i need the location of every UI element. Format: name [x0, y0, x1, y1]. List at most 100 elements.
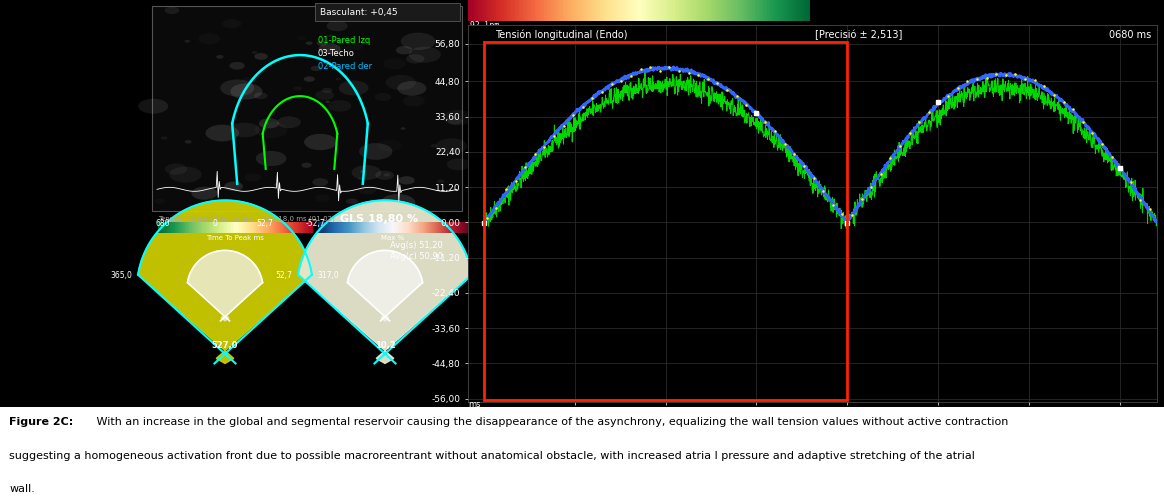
Bar — [362, 222, 363, 234]
Bar — [241, 222, 242, 234]
Ellipse shape — [396, 46, 412, 55]
Ellipse shape — [258, 118, 279, 128]
Bar — [464, 222, 467, 234]
Ellipse shape — [312, 178, 328, 186]
Bar — [414, 222, 416, 234]
Bar — [184, 222, 185, 234]
Bar — [203, 222, 204, 234]
Bar — [230, 222, 232, 234]
Bar — [197, 222, 199, 234]
Bar — [389, 222, 390, 234]
Bar — [399, 222, 400, 234]
Bar — [462, 222, 463, 234]
Bar — [207, 222, 208, 234]
Bar — [301, 222, 303, 234]
Bar — [215, 222, 217, 234]
Ellipse shape — [220, 79, 254, 96]
Bar — [232, 222, 233, 234]
Bar — [161, 222, 162, 234]
Bar — [420, 222, 421, 234]
Bar — [264, 222, 265, 234]
Ellipse shape — [317, 41, 327, 46]
Bar — [234, 222, 235, 234]
Bar — [201, 222, 203, 234]
Bar — [225, 222, 226, 234]
Ellipse shape — [275, 183, 281, 186]
Bar — [386, 222, 388, 234]
Bar — [364, 222, 365, 234]
Bar — [416, 222, 417, 234]
Bar — [265, 222, 267, 234]
Bar — [194, 222, 196, 234]
Polygon shape — [139, 200, 312, 364]
Bar — [339, 222, 340, 234]
Bar — [171, 222, 172, 234]
Ellipse shape — [327, 21, 348, 31]
Ellipse shape — [447, 158, 470, 170]
Bar — [447, 222, 448, 234]
Ellipse shape — [381, 194, 416, 211]
Bar — [183, 222, 184, 234]
Ellipse shape — [322, 88, 333, 93]
Bar — [376, 222, 377, 234]
Bar — [392, 222, 393, 234]
Bar — [288, 222, 289, 234]
Bar — [346, 222, 347, 234]
Bar — [185, 222, 186, 234]
Bar — [274, 222, 275, 234]
Bar — [460, 222, 461, 234]
Bar — [329, 222, 331, 234]
Bar — [289, 222, 290, 234]
Ellipse shape — [251, 51, 257, 54]
Bar — [272, 222, 274, 234]
Bar — [308, 222, 310, 234]
Bar — [440, 222, 441, 234]
Bar — [421, 222, 423, 234]
Bar — [270, 222, 271, 234]
Bar — [190, 222, 191, 234]
Bar — [359, 222, 361, 234]
Ellipse shape — [225, 182, 243, 191]
Bar — [211, 222, 212, 234]
Bar — [248, 222, 249, 234]
Bar — [335, 222, 336, 234]
Polygon shape — [348, 250, 423, 321]
Bar — [334, 222, 335, 234]
Bar — [406, 222, 407, 234]
Text: Basculant: +0,45: Basculant: +0,45 — [320, 7, 398, 16]
Bar — [278, 222, 279, 234]
Bar — [450, 222, 453, 234]
Bar — [212, 222, 213, 234]
Bar — [409, 222, 410, 234]
Bar — [179, 222, 182, 234]
Bar — [250, 222, 251, 234]
Bar — [405, 222, 406, 234]
Text: Figure 2C:: Figure 2C: — [9, 418, 73, 428]
Bar — [412, 222, 413, 234]
Bar — [204, 222, 205, 234]
Bar — [372, 222, 374, 234]
Bar — [305, 222, 306, 234]
Ellipse shape — [185, 140, 192, 143]
Bar — [242, 222, 243, 234]
Bar — [383, 222, 384, 234]
Bar — [271, 222, 272, 234]
Ellipse shape — [185, 40, 190, 43]
Bar — [423, 222, 424, 234]
Bar — [246, 222, 247, 234]
Bar — [320, 222, 321, 234]
Bar — [277, 222, 278, 234]
Bar — [243, 222, 246, 234]
Bar — [466, 222, 467, 234]
Bar — [217, 222, 218, 234]
Bar — [257, 222, 258, 234]
Bar — [338, 222, 339, 234]
Ellipse shape — [301, 163, 312, 168]
Bar — [350, 222, 352, 234]
Bar — [333, 222, 334, 234]
Text: Avg(s) 51,20
Avg(c) 50,90: Avg(s) 51,20 Avg(c) 50,90 — [390, 242, 443, 261]
Bar — [430, 222, 432, 234]
Text: Tensión longitudinal (Endo): Tensión longitudinal (Endo) — [495, 30, 627, 40]
Bar — [220, 222, 221, 234]
Bar — [467, 222, 468, 234]
